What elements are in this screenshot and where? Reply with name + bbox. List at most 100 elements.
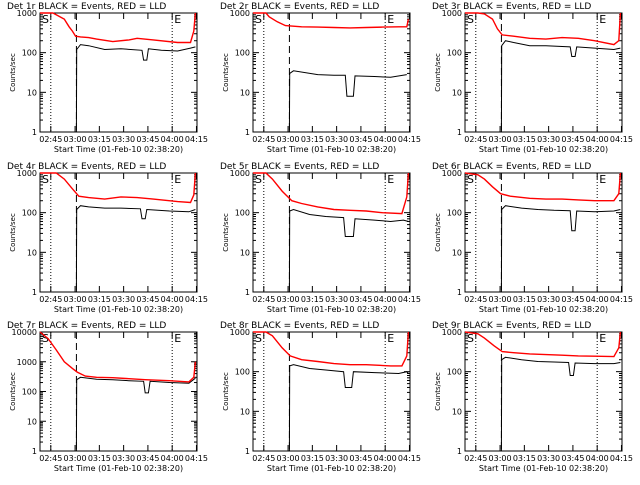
marker-s: S [467, 332, 474, 345]
y-axis-label: Counts/sec [434, 53, 442, 92]
x-tick-label: 03:45 [136, 454, 159, 463]
x-tick-label: 04:15 [610, 454, 633, 463]
lld-series-line [253, 331, 410, 367]
x-tick-label: 03:45 [349, 454, 372, 463]
x-axis-label: Start Time (01-Feb-10 02:38:20) [54, 145, 183, 154]
y-tick-label: 1 [32, 128, 37, 137]
y-tick-label: 100 [447, 209, 462, 218]
y-tick-label: 1 [32, 447, 37, 456]
marker-e: E [387, 332, 394, 345]
events-series-line [75, 205, 196, 293]
x-tick-label: 03:30 [112, 135, 135, 144]
y-tick-label: 10 [240, 407, 250, 416]
x-tick-label: 02:45 [464, 295, 487, 304]
y-tick-label: 1000 [230, 9, 250, 18]
x-tick-label: 03:15 [301, 295, 324, 304]
marker-s: S [255, 13, 262, 26]
x-tick-label: 04:15 [185, 454, 208, 463]
x-tick-label: 03:00 [64, 295, 87, 304]
x-tick-label: 04:15 [398, 295, 421, 304]
y-tick-label: 10 [27, 88, 37, 97]
y-tick-label: 10 [452, 88, 462, 97]
lld-series-line [39, 331, 197, 383]
x-tick-label: 03:15 [301, 454, 324, 463]
x-tick-label: 03:45 [136, 295, 159, 304]
events-series-line [288, 208, 409, 293]
y-axis-label: Counts/sec [222, 372, 230, 411]
marker-s: S [42, 13, 49, 26]
marker-e: E [174, 13, 181, 26]
y-tick-label: 1000 [442, 328, 462, 337]
y-tick-label: 1000 [230, 169, 250, 178]
x-tick-label: 03:30 [537, 454, 560, 463]
x-axis-label: Start Time (01-Feb-10 02:38:20) [267, 305, 396, 314]
lld-series-line [464, 172, 622, 202]
y-tick-label: 1000 [230, 328, 250, 337]
y-tick-label: 1 [245, 447, 250, 456]
x-tick-label: 03:15 [513, 135, 536, 144]
marker-e: E [387, 13, 394, 26]
marker-e: E [174, 332, 181, 345]
x-tick-label: 03:45 [136, 135, 159, 144]
y-tick-label: 1000 [442, 169, 462, 178]
marker-e: E [387, 173, 394, 186]
x-axis-label: Start Time (01-Feb-10 02:38:20) [479, 464, 608, 473]
x-tick-label: 04:00 [586, 454, 609, 463]
x-axis-label: Start Time (01-Feb-10 02:38:20) [479, 305, 608, 314]
marker-e: E [599, 173, 606, 186]
x-tick-label: 04:15 [610, 295, 633, 304]
y-tick-label: 10 [240, 248, 250, 257]
events-series-line [500, 205, 621, 293]
panel-title: Det 8r BLACK = Events, RED = LLD [220, 321, 379, 331]
x-tick-label: 02:45 [252, 135, 275, 144]
marker-e: E [599, 332, 606, 345]
x-tick-label: 04:00 [161, 295, 184, 304]
x-axis-label: Start Time (01-Feb-10 02:38:20) [54, 464, 183, 473]
x-tick-label: 03:15 [88, 295, 111, 304]
plot-frame [464, 331, 623, 452]
y-tick-label: 10 [27, 248, 37, 257]
x-tick-label: 03:00 [277, 454, 300, 463]
x-tick-label: 04:15 [398, 454, 421, 463]
x-tick-label: 03:00 [489, 135, 512, 144]
events-series-line [75, 376, 196, 452]
x-tick-label: 04:00 [586, 295, 609, 304]
lld-series-line [253, 12, 410, 29]
y-tick-label: 1000 [17, 169, 37, 178]
panel-title: Det 1r BLACK = Events, RED = LLD [7, 2, 166, 12]
x-tick-label: 03:15 [301, 135, 324, 144]
marker-s: S [255, 173, 262, 186]
x-tick-label: 02:45 [252, 454, 275, 463]
y-axis-label: Counts/sec [434, 213, 442, 252]
x-tick-label: 03:30 [325, 454, 348, 463]
y-tick-label: 10 [452, 407, 462, 416]
x-tick-label: 03:45 [561, 454, 584, 463]
x-tick-label: 04:00 [161, 454, 184, 463]
y-tick-label: 1 [245, 288, 250, 297]
plot-frame [39, 12, 198, 133]
x-tick-label: 04:00 [374, 454, 397, 463]
lld-series-line [464, 331, 622, 358]
x-tick-label: 03:15 [88, 454, 111, 463]
x-axis-label: Start Time (01-Feb-10 02:38:20) [267, 145, 396, 154]
x-tick-label: 03:45 [561, 295, 584, 304]
x-tick-label: 04:00 [374, 295, 397, 304]
x-tick-label: 04:00 [586, 135, 609, 144]
marker-s: S [467, 173, 474, 186]
panel-title: Det 6r BLACK = Events, RED = LLD [432, 162, 591, 172]
events-series-line [288, 70, 407, 133]
y-tick-label: 1 [32, 288, 37, 297]
x-tick-label: 04:15 [185, 295, 208, 304]
x-tick-label: 03:45 [561, 135, 584, 144]
marker-s: S [42, 332, 49, 345]
plot-frame [252, 331, 411, 452]
x-tick-label: 03:15 [513, 295, 536, 304]
x-tick-label: 03:30 [112, 295, 135, 304]
